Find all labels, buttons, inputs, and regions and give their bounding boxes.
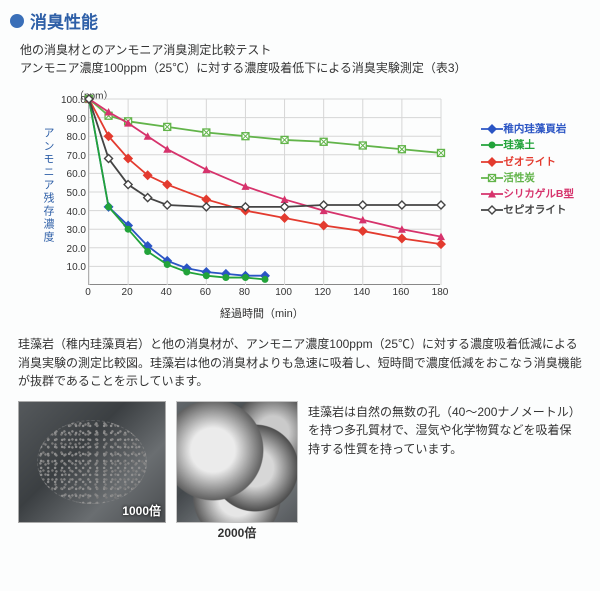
legend-item: ゼオライト [481,154,574,170]
photos-row: 1000倍 2000倍 珪藻岩は自然の無数の孔（40〜200ナノメートル）を持つ… [0,397,600,527]
subtitle-line2: アンモニア濃度100ppm（25℃）に対する濃度吸着低下による消臭実験測定（表3… [20,59,590,77]
section-title: 消臭性能 [30,8,98,33]
bullet-icon [10,14,24,28]
legend-item: 稚内珪藻頁岩 [481,121,574,137]
x-axis-label: 経過時間（min） [220,305,304,321]
legend: 稚内珪藻頁岩珪藻土ゼオライト活性炭シリカゲルB型セピオライト [481,121,574,219]
description-paragraph: 珪藻岩（稚内珪藻頁岩）と他の消臭材が、アンモニア濃度100ppm（25℃）に対す… [0,325,600,397]
section-header: 消臭性能 [0,0,600,37]
photo-texture [177,402,297,522]
sem-photo-2000x [176,401,298,523]
photo2-container: 2000倍 [176,401,298,523]
subtitle-line1: 他の消臭材とのアンモニア消臭測定比較テスト [20,41,590,59]
sem-photo-1000x: 1000倍 [18,401,166,523]
photo-texture [37,420,147,504]
photo2-label: 2000倍 [218,524,257,541]
plot-area [88,99,440,285]
legend-item: セピオライト [481,202,574,218]
subtitle-block: 他の消臭材とのアンモニア消臭測定比較テスト アンモニア濃度100ppm（25℃）… [0,37,600,79]
legend-item: 珪藻土 [481,137,574,153]
x-ticks: 020406080100120140160180 [88,287,448,301]
legend-item: 活性炭 [481,170,574,186]
legend-item: シリカゲルB型 [481,186,574,202]
y-ticks: 10.020.030.040.050.060.070.080.090.0100.… [54,93,86,285]
photo1-label: 1000倍 [122,502,161,519]
ammonia-chart: （ppm） アンモニア残存濃度 10.020.030.040.050.060.0… [20,85,580,325]
side-paragraph: 珪藻岩は自然の無数の孔（40〜200ナノメートル）を持つ多孔質材で、湿気や化学物… [308,401,582,459]
